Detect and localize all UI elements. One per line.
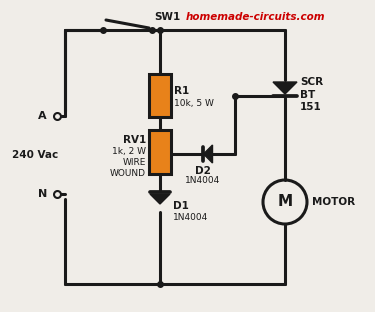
Text: MOTOR: MOTOR	[312, 197, 355, 207]
Text: M: M	[278, 194, 292, 209]
Text: 1k, 2 W: 1k, 2 W	[112, 147, 146, 156]
Text: 240 Vac: 240 Vac	[12, 150, 58, 160]
Text: BT: BT	[300, 90, 315, 100]
Text: N: N	[38, 189, 47, 199]
Polygon shape	[204, 145, 213, 163]
Text: R1: R1	[174, 85, 189, 95]
Text: RV1: RV1	[123, 135, 146, 145]
Text: SW1: SW1	[154, 12, 180, 22]
Text: A: A	[38, 111, 47, 121]
Bar	[149, 74, 171, 117]
Text: 151: 151	[300, 102, 322, 112]
Polygon shape	[150, 194, 170, 204]
Text: SCR: SCR	[300, 77, 323, 87]
Polygon shape	[273, 82, 297, 94]
Text: 1N4004: 1N4004	[173, 213, 208, 222]
Text: WOUND: WOUND	[110, 169, 146, 178]
Text: D1: D1	[173, 201, 189, 211]
Bar	[149, 130, 171, 174]
Text: D2: D2	[195, 166, 211, 176]
Text: 1N4004: 1N4004	[185, 176, 220, 185]
Text: 10k, 5 W: 10k, 5 W	[174, 99, 214, 108]
Text: WIRE: WIRE	[123, 158, 146, 167]
Text: homemade-circuits.com: homemade-circuits.com	[185, 12, 325, 22]
